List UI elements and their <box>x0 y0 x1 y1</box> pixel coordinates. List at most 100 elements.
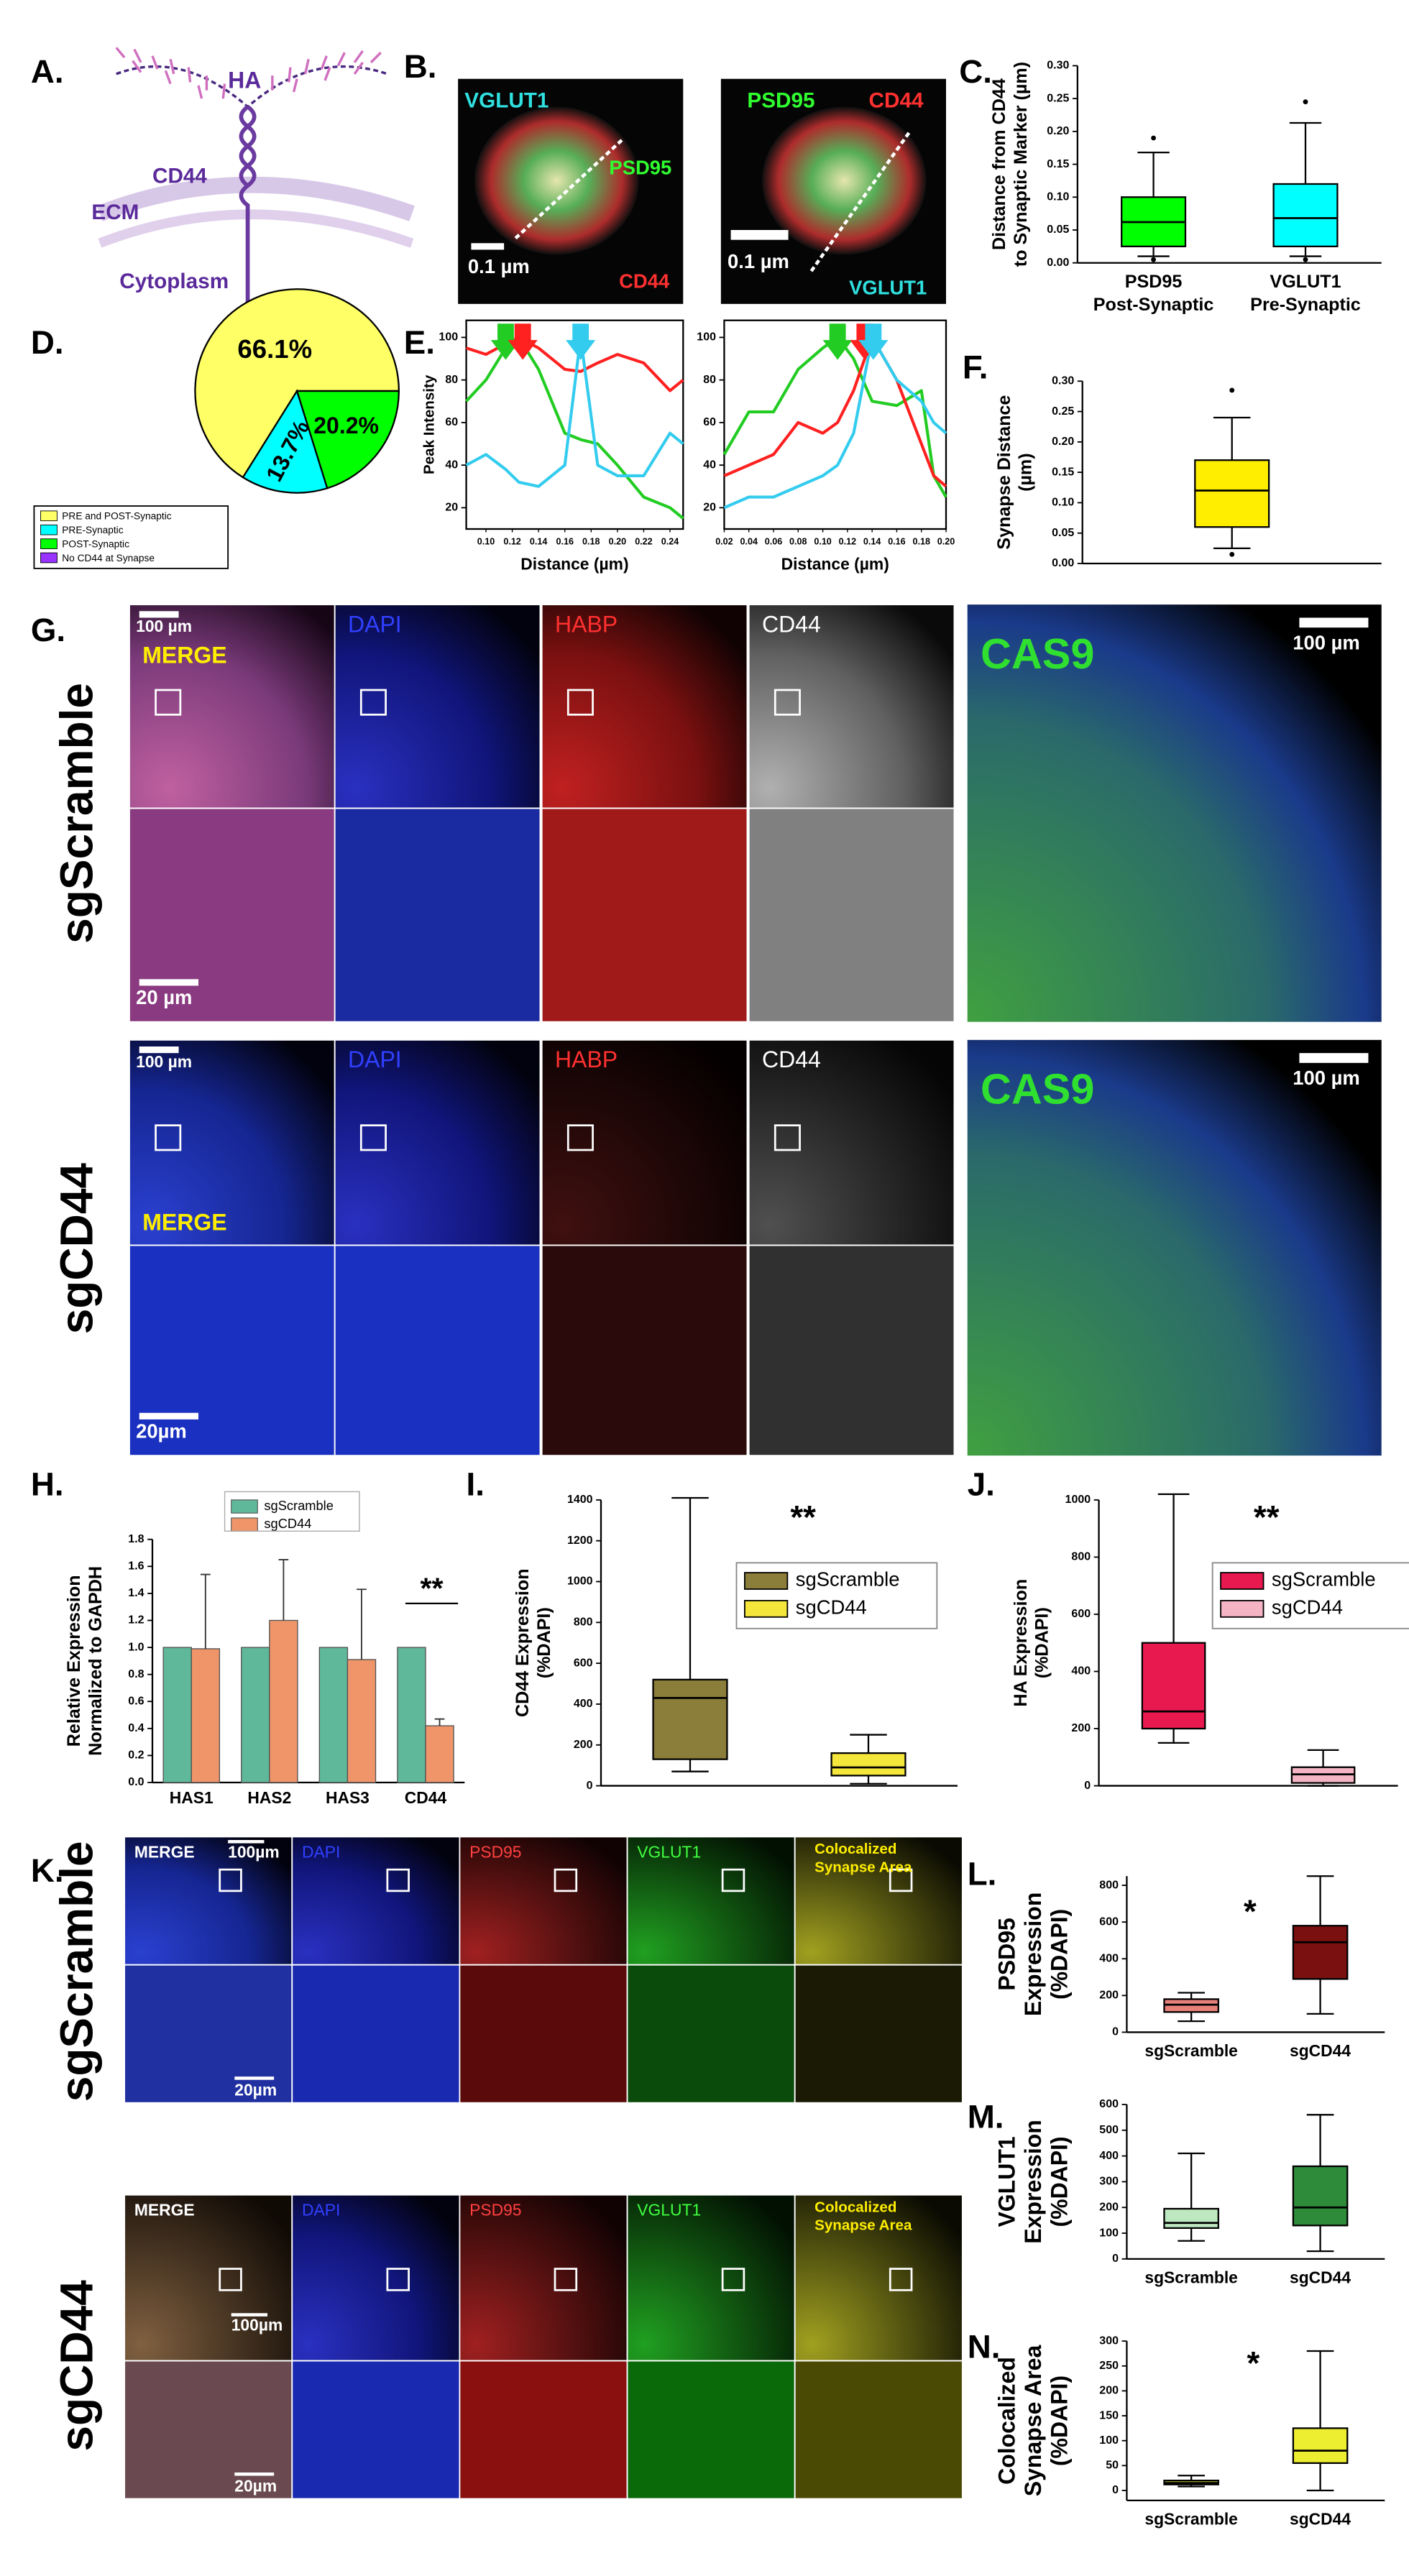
y-axis-label: Colocalized <box>993 2357 1019 2485</box>
legend-swatch <box>40 552 58 564</box>
x-tick-label: 0.20 <box>609 537 626 547</box>
box <box>1292 2165 1349 2227</box>
panel-letter: H. <box>31 1466 64 1503</box>
y-tick-label: 200 <box>1099 2201 1119 2213</box>
diagram-label: ECM <box>91 201 139 224</box>
flier <box>1229 551 1235 557</box>
diagram-label: CD44 <box>152 165 207 188</box>
scale-label: 0.1 µm <box>728 250 789 272</box>
y-tick-label: 100 <box>1099 2434 1119 2447</box>
pie-slice <box>295 390 400 489</box>
box <box>1292 2427 1349 2465</box>
y-tick-label: 0 <box>1112 2253 1119 2265</box>
legend-swatch <box>40 524 58 535</box>
legend-swatch <box>231 1517 258 1532</box>
y-tick-label: 100 <box>439 331 458 344</box>
arrow <box>490 323 520 360</box>
scale-bar <box>139 1412 198 1420</box>
y-tick-label: 20 <box>445 502 458 514</box>
x-tick-label: sgScramble <box>1144 2268 1238 2286</box>
y-axis-label: to Synaptic Marker (µm) <box>1011 62 1031 267</box>
panel-letter: J. <box>968 1466 995 1503</box>
annotation: * <box>1244 1893 1257 1930</box>
y-tick-label: 60 <box>703 416 716 428</box>
y-axis-label: HA Expression <box>1011 1579 1031 1707</box>
zoom-box <box>774 689 801 716</box>
x-tick-label: sgCD44 <box>1290 2268 1351 2286</box>
bar <box>346 1659 377 1783</box>
bar <box>162 1647 192 1783</box>
y-axis-label: (%DAPI) <box>534 1607 554 1678</box>
y-axis-label: CD44 Expression <box>513 1568 533 1717</box>
x-axis-label: Distance (µm) <box>520 554 628 573</box>
micrograph <box>334 1244 541 1457</box>
zoom-box <box>219 2268 242 2291</box>
micrograph <box>541 807 748 1023</box>
x-tick-label: sgCD44 <box>1290 2041 1351 2060</box>
y-tick-label: 0.30 <box>1052 375 1074 387</box>
scale-label: 100µm <box>231 2316 283 2334</box>
zoom-box <box>219 1868 242 1892</box>
y-tick-label: 0.4 <box>128 1722 144 1734</box>
scale-label: 100 µm <box>1293 1067 1360 1089</box>
x-tick-label: 0.16 <box>888 537 905 547</box>
legend-swatch <box>1220 1600 1265 1618</box>
x-tick-label: Post-Synaptic <box>1093 295 1214 315</box>
arrow <box>566 323 596 360</box>
micrograph <box>967 1039 1382 1456</box>
micrograph <box>129 604 336 809</box>
micrograph-signal <box>474 106 639 255</box>
micrograph <box>748 1039 955 1246</box>
panel-letter: L. <box>968 1855 997 1892</box>
micrograph <box>541 1039 748 1246</box>
scale-label: 20 µm <box>136 986 192 1008</box>
panel-letter: K. <box>31 1852 64 1889</box>
y-tick-label: 400 <box>1099 2150 1119 2162</box>
pie-slice <box>242 389 329 494</box>
micrograph <box>748 807 955 1023</box>
y-tick-label: 300 <box>1099 2176 1119 2188</box>
x-tick-label: sgCD44 <box>1290 2509 1351 2528</box>
y-tick-label: 80 <box>703 374 716 386</box>
legend-swatch <box>1220 1572 1265 1590</box>
y-tick-label: 0.00 <box>1047 257 1069 269</box>
box <box>830 1752 907 1777</box>
x-tick-label: 0.22 <box>635 537 652 547</box>
x-tick-label: sgScramble <box>1144 2041 1238 2060</box>
channel-label: HABP <box>555 1046 618 1072</box>
x-tick-label: CD44 <box>405 1788 447 1807</box>
x-tick-label: 0.18 <box>912 537 930 547</box>
y-axis-label: (%DAPI) <box>1046 2375 1072 2466</box>
channel-label: CD44 <box>762 611 821 637</box>
micrograph <box>967 604 1382 1022</box>
scale-label: 100µm <box>228 1842 280 1861</box>
x-tick-label: HAS1 <box>170 1788 214 1807</box>
y-tick-label: 0 <box>587 1780 593 1792</box>
legend-swatch <box>743 1600 789 1618</box>
line <box>465 336 684 488</box>
y-tick-label: 0.00 <box>1052 557 1074 569</box>
channel-label: MERGE <box>142 1209 226 1235</box>
scale-bar <box>234 2076 275 2080</box>
y-tick-label: 600 <box>1099 2098 1119 2110</box>
channel-label: Synapse Area <box>814 2217 912 2234</box>
channel-label: VGLUT1 <box>637 2201 701 2220</box>
micrograph <box>626 2360 796 2500</box>
y-tick-label: 1200 <box>567 1535 593 1547</box>
y-tick-label: 1.4 <box>128 1587 144 1599</box>
y-tick-label: 0.25 <box>1047 92 1069 104</box>
box <box>1292 1925 1349 1980</box>
y-tick-label: 400 <box>1071 1665 1091 1678</box>
channel-label: DAPI <box>348 1046 402 1072</box>
legend-swatch <box>40 510 58 522</box>
micrograph <box>459 2360 628 2500</box>
line <box>723 336 947 488</box>
flier <box>1151 135 1156 141</box>
x-tick-label: HAS2 <box>247 1788 291 1807</box>
annotation: ** <box>1254 1499 1280 1535</box>
row-label: sgCD44 <box>50 1163 102 1335</box>
box <box>1272 183 1339 247</box>
box <box>652 1678 728 1760</box>
error-bar <box>278 1558 289 1621</box>
